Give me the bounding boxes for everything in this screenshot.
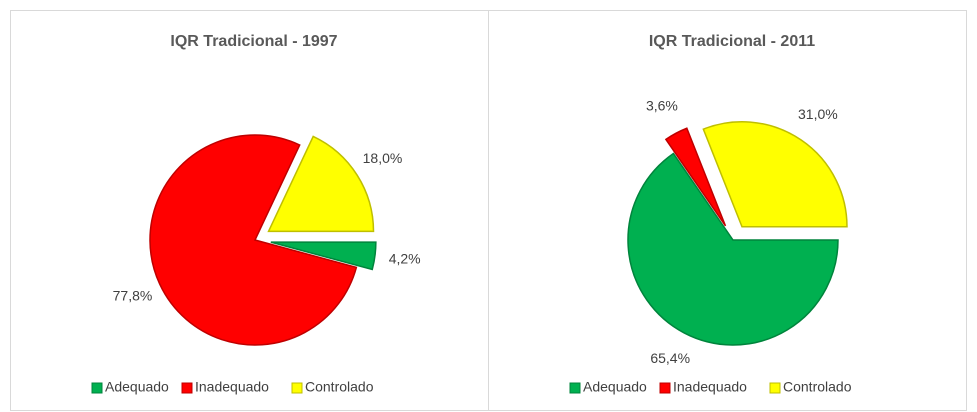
legend-label: Inadequado xyxy=(195,379,269,395)
data-label: 65,4% xyxy=(650,350,690,366)
legend-swatch xyxy=(569,382,581,394)
chart-title: IQR Tradicional - 1997 xyxy=(170,33,337,50)
legend-swatch xyxy=(659,382,671,394)
chart-title: IQR Tradicional - 2011 xyxy=(649,33,815,50)
pie-slice xyxy=(702,121,848,228)
pie-slice xyxy=(627,152,839,346)
legend-label: Inadequado xyxy=(673,379,747,395)
pie-slice xyxy=(149,134,358,346)
legend-label: Controlado xyxy=(305,379,374,395)
legend-swatch xyxy=(291,382,303,394)
legend-label: Controlado xyxy=(783,379,852,395)
pie-slice xyxy=(270,241,377,271)
legend-label: Adequado xyxy=(105,379,169,395)
data-label: 4,2% xyxy=(389,251,421,267)
data-label: 18,0% xyxy=(363,150,403,166)
pie-slice xyxy=(664,127,727,227)
panel xyxy=(488,10,967,411)
legend-label: Adequado xyxy=(583,379,647,395)
data-label: 3,6% xyxy=(646,97,678,113)
data-label: 77,8% xyxy=(113,287,153,303)
legend-swatch xyxy=(769,382,781,394)
legend-swatch xyxy=(91,382,103,394)
data-label: 31,0% xyxy=(798,106,838,122)
legend-swatch xyxy=(181,382,193,394)
pie-slice xyxy=(267,135,375,233)
